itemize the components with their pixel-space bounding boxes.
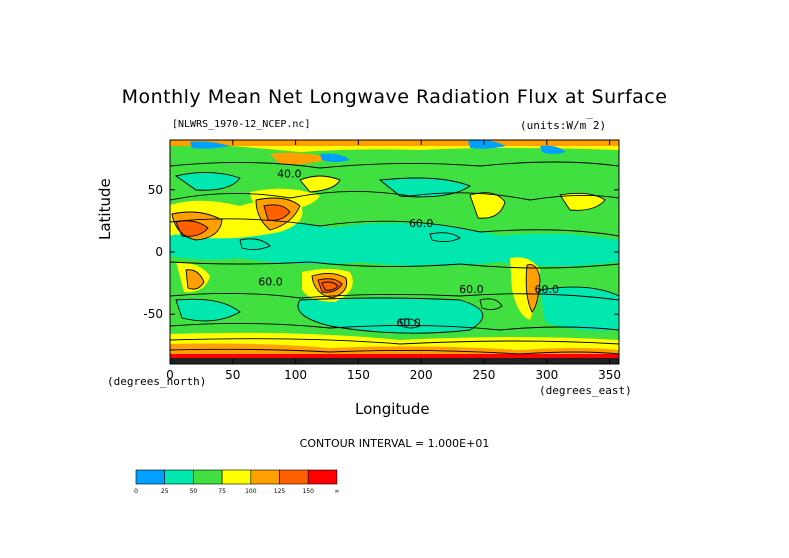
x-tick-label: 150 [347,368,370,382]
contour-value-label: 60.0 [459,283,484,296]
x-tick-label: 300 [535,368,558,382]
chart-title: Monthly Mean Net Longwave Radiation Flux… [121,86,668,108]
x-tick-label: 0 [166,368,174,382]
units-label: (units:W/m‾2) [520,116,607,132]
axis-ticks: 0 50 100 150 200 250 300 350 50 0 -50 [143,140,621,382]
contour-labels: 40.0 60.0 60.0 60.0 60.0 60.0 [258,167,559,329]
contour-interval-label: CONTOUR INTERVAL = 1.000E+01 [299,437,490,450]
contour-value-label: 60.0 [409,217,434,230]
x-tick-label: 200 [410,368,433,382]
y-tick-label: -50 [143,307,163,321]
x-tick-label: 350 [598,368,621,382]
contour-value-label: 60.0 [396,317,421,330]
y-axis-unit: (degrees_north) [107,375,207,388]
contour-lines [170,161,619,355]
contour-value-label: 40.0 [277,167,302,180]
x-axis-label: Longitude [355,400,430,418]
x-axis-unit: (degrees_east) [539,384,632,397]
y-tick-label: 50 [148,183,163,197]
x-tick-label: 50 [225,368,240,382]
contour-value-label: 60.0 [258,276,283,289]
x-tick-label: 100 [284,368,307,382]
x-tick-label: 250 [473,368,496,382]
file-label: [NLWRS_1970-12_NCEP.nc] [172,119,311,130]
y-axis-label: Latitude [96,178,114,240]
contour-value-label: 60.0 [535,283,560,296]
field-map [170,140,619,364]
y-tick-label: 0 [155,245,163,259]
